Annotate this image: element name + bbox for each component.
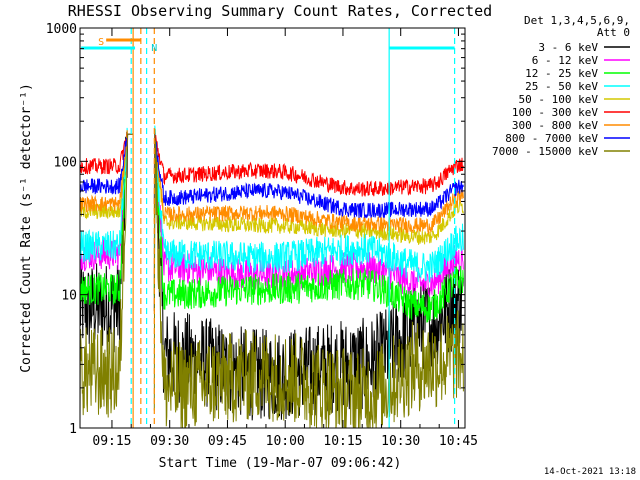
legend-label-7: 300 - 800 keV: [512, 119, 598, 132]
flag-label-1: S: [98, 37, 104, 48]
y-tick-label-1: 1: [69, 422, 77, 437]
series-line-4-part-2: [153, 125, 464, 283]
legend-header-2: Att 0: [597, 26, 630, 39]
series-line-2-part-2: [153, 139, 464, 302]
legend-label-4: 25 - 50 keV: [525, 80, 598, 93]
legend-label-5: 50 - 100 keV: [519, 93, 599, 106]
x-tick-label-3: 09:45: [208, 434, 247, 449]
legend-label-8: 800 - 7000 keV: [505, 132, 598, 145]
series-line-6-part-1: [79, 133, 134, 175]
x-tick-label-7: 10:45: [439, 434, 478, 449]
y-tick-label-4: 1000: [46, 22, 77, 37]
x-tick-label-6: 10:30: [381, 434, 420, 449]
legend-label-9: 7000 - 15000 keV: [492, 145, 598, 158]
series-line-3-part-1: [79, 131, 134, 305]
y-tick-label-3: 100: [54, 155, 77, 170]
y-tick-label-2: 10: [61, 289, 77, 304]
series-line-9-part-2: [153, 128, 464, 429]
timestamp: 14-Oct-2021 13:18: [544, 467, 636, 477]
series-line-9-part-1: [79, 133, 134, 418]
x-tick-label-1: 09:15: [92, 434, 131, 449]
legend-label-3: 12 - 25 keV: [525, 67, 598, 80]
y-axis-label: Corrected Count Rate (s⁻¹ detector⁻¹): [19, 83, 34, 373]
x-tick-label-4: 10:00: [266, 434, 305, 449]
x-tick-label-2: 09:30: [150, 434, 189, 449]
series-layer: [79, 125, 464, 429]
series-line-7-part-1: [79, 130, 134, 213]
series-line-7-part-2: [153, 142, 464, 235]
legend-label-6: 100 - 300 keV: [512, 106, 598, 119]
legend-label-2: 6 - 12 keV: [532, 54, 599, 67]
series-line-8-part-1: [79, 133, 134, 195]
legend-header-1: Det 1,3,4,5,6,9,: [524, 14, 630, 27]
series-line-6-part-2: [153, 132, 464, 197]
series-line-5-part-2: [153, 138, 464, 245]
marker-layer: SN: [81, 28, 456, 428]
series-line-5-part-1: [79, 133, 134, 220]
legend-label-1: 3 - 6 keV: [538, 41, 598, 54]
series-line-8-part-2: [153, 133, 464, 219]
flag-label-2: N: [151, 43, 157, 54]
x-axis-label: Start Time (19-Mar-07 09:06:42): [159, 456, 402, 471]
plot-frame: [79, 27, 466, 429]
chart-title: RHESSI Observing Summary Count Rates, Co…: [68, 2, 492, 20]
series-line-3-part-2: [153, 138, 464, 323]
x-tick-label-5: 10:15: [323, 434, 362, 449]
axes: 09:15 09:30 09:45 10:00 10:15 10:30 10:45 1 10 10…: [46, 22, 478, 449]
